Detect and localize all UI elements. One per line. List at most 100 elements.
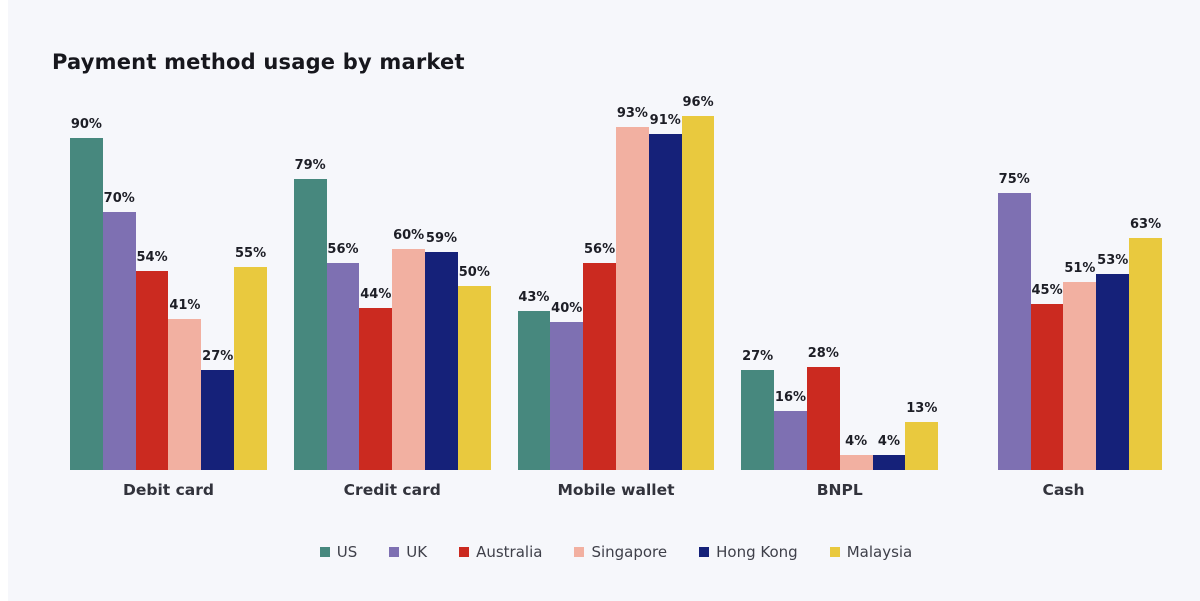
bar-australia-credit-card: 44% bbox=[359, 287, 393, 470]
category-label-cash: Cash bbox=[1042, 481, 1085, 499]
bar-value-label-singapore-cash: 51% bbox=[1064, 260, 1096, 276]
bar-value-label-australia-mobile-wallet: 56% bbox=[584, 242, 616, 258]
bar-slot-australia-cash: 45% bbox=[1030, 100, 1064, 470]
plot-area: 90% 70% 54% 41% 27% 55% Debit card 79% 56% 44% 60%… bbox=[70, 95, 1162, 499]
bar-value-label-australia-bnpl: 28% bbox=[807, 345, 839, 361]
bar-value-label-hong-kong-mobile-wallet: 91% bbox=[649, 113, 681, 129]
bar-slot-australia-mobile-wallet: 56% bbox=[583, 100, 616, 470]
bar-slot-uk-credit-card: 56% bbox=[326, 100, 360, 470]
bar-value-label-hong-kong-cash: 53% bbox=[1097, 253, 1129, 269]
legend-item-australia: Australia bbox=[459, 543, 542, 561]
bar-value-label-uk-bnpl: 16% bbox=[774, 389, 807, 405]
legend-item-uk: UK bbox=[389, 543, 427, 561]
bar-value-label-australia-credit-card: 44% bbox=[360, 286, 392, 302]
bar-slot-uk-debit-card: 70% bbox=[102, 100, 136, 470]
chart-title: Payment method usage by market bbox=[52, 50, 465, 75]
legend-swatch-uk bbox=[389, 547, 400, 557]
bar-uk-cash: 75% bbox=[997, 172, 1031, 470]
bar-slot-singapore-mobile-wallet: 93% bbox=[615, 100, 649, 470]
bar-slot-singapore-debit-card: 41% bbox=[168, 100, 202, 470]
bar-slot-malaysia-credit-card: 50% bbox=[457, 100, 491, 470]
bars-bnpl: 27% 16% 28% 4% 4% 13% bbox=[741, 100, 939, 470]
legend-swatch-australia bbox=[459, 547, 470, 557]
bars-cash: 75% 45% 51% 53% 63% bbox=[965, 100, 1162, 470]
bar-malaysia-bnpl: 13% bbox=[905, 401, 939, 470]
bar-uk-mobile-wallet: 40% bbox=[550, 301, 584, 470]
bar-hong-kong-debit-card: 27% bbox=[201, 349, 235, 470]
bar-slot-singapore-bnpl: 4% bbox=[839, 100, 873, 470]
bar-malaysia-mobile-wallet: 96% bbox=[681, 95, 715, 470]
bar-slot-us-bnpl: 27% bbox=[741, 100, 775, 470]
bar-us-bnpl: 27% bbox=[741, 349, 775, 470]
bar-slot-us-mobile-wallet: 43% bbox=[517, 100, 551, 470]
bar-value-label-malaysia-bnpl: 13% bbox=[906, 401, 938, 417]
bar-group-cash: 75% 45% 51% 53% 63% Cash bbox=[965, 100, 1162, 499]
bar-singapore-debit-card: 41% bbox=[168, 298, 202, 470]
legend-label-hong-kong: Hong Kong bbox=[716, 543, 798, 561]
legend-label-us: US bbox=[336, 543, 358, 561]
legend-swatch-us bbox=[319, 547, 330, 557]
legend-label-uk: UK bbox=[406, 543, 428, 561]
bar-group-credit-card: 79% 56% 44% 60% 59% 50% Credit card bbox=[293, 100, 491, 499]
bar-value-label-uk-debit-card: 70% bbox=[103, 190, 135, 206]
bar-slot-malaysia-mobile-wallet: 96% bbox=[681, 95, 715, 470]
bar-slot-us-debit-card: 90% bbox=[70, 100, 103, 470]
bar-uk-credit-card: 56% bbox=[326, 242, 360, 470]
bar-slot-uk-mobile-wallet: 40% bbox=[550, 100, 584, 470]
bar-value-label-hong-kong-bnpl: 4% bbox=[877, 434, 901, 450]
bar-slot-uk-cash: 75% bbox=[997, 100, 1031, 470]
bar-slot-singapore-credit-card: 60% bbox=[392, 100, 426, 470]
bar-hong-kong-cash: 53% bbox=[1096, 253, 1130, 470]
bar-slot-hong-kong-debit-card: 27% bbox=[201, 100, 235, 470]
bar-slot-hong-kong-cash: 53% bbox=[1096, 100, 1130, 470]
bar-value-label-hong-kong-debit-card: 27% bbox=[202, 349, 234, 365]
bar-malaysia-cash: 63% bbox=[1129, 217, 1162, 470]
bar-slot-malaysia-cash: 63% bbox=[1129, 100, 1162, 470]
bar-slot-singapore-cash: 51% bbox=[1063, 100, 1097, 470]
bar-slot-hong-kong-mobile-wallet: 91% bbox=[648, 100, 682, 470]
bar-malaysia-debit-card: 55% bbox=[234, 246, 267, 470]
bar-value-label-singapore-mobile-wallet: 93% bbox=[616, 105, 648, 121]
bar-slot-us-cash bbox=[965, 100, 998, 470]
bar-australia-cash: 45% bbox=[1030, 283, 1064, 470]
legend-swatch-hong-kong bbox=[699, 547, 710, 557]
bar-value-label-australia-cash: 45% bbox=[1031, 282, 1063, 298]
bar-value-label-us-bnpl: 27% bbox=[742, 349, 774, 365]
bar-value-label-malaysia-debit-card: 55% bbox=[234, 246, 267, 262]
bar-uk-debit-card: 70% bbox=[102, 191, 136, 470]
legend-swatch-malaysia bbox=[829, 547, 840, 557]
bar-us-mobile-wallet: 43% bbox=[517, 290, 551, 470]
bar-slot-australia-bnpl: 28% bbox=[806, 100, 840, 470]
bar-value-label-hong-kong-credit-card: 59% bbox=[425, 231, 458, 247]
bar-value-label-singapore-bnpl: 4% bbox=[845, 434, 868, 450]
bar-singapore-cash: 51% bbox=[1063, 261, 1097, 470]
legend-item-singapore: Singapore bbox=[574, 543, 667, 561]
bar-slot-malaysia-bnpl: 13% bbox=[905, 100, 939, 470]
legend-label-singapore: Singapore bbox=[591, 543, 668, 561]
bar-australia-debit-card: 54% bbox=[135, 250, 169, 470]
legend-label-malaysia: Malaysia bbox=[846, 543, 913, 561]
category-label-credit-card: Credit card bbox=[343, 481, 441, 499]
legend: US UK Australia Singapore Hong Kong Malaysia bbox=[70, 543, 1162, 561]
bar-australia-mobile-wallet: 56% bbox=[583, 242, 616, 470]
bar-slot-australia-credit-card: 44% bbox=[359, 100, 393, 470]
bar-singapore-credit-card: 60% bbox=[392, 228, 426, 470]
bar-malaysia-credit-card: 50% bbox=[457, 265, 491, 470]
bar-us-credit-card: 79% bbox=[293, 158, 327, 470]
window-edge-strip bbox=[0, 0, 8, 601]
bar-value-label-malaysia-mobile-wallet: 96% bbox=[682, 94, 714, 110]
bar-value-label-malaysia-cash: 63% bbox=[1129, 216, 1162, 232]
bar-singapore-bnpl: 4% bbox=[839, 434, 873, 470]
legend-label-australia: Australia bbox=[476, 543, 543, 561]
bar-value-label-uk-credit-card: 56% bbox=[327, 242, 359, 258]
bars-debit-card: 90% 70% 54% 41% 27% 55% bbox=[70, 100, 267, 470]
bar-value-label-australia-debit-card: 54% bbox=[136, 249, 168, 265]
bar-australia-bnpl: 28% bbox=[806, 346, 840, 470]
bar-slot-hong-kong-credit-card: 59% bbox=[425, 100, 458, 470]
bars-mobile-wallet: 43% 40% 56% 93% 91% 96% bbox=[517, 95, 715, 470]
bar-value-label-malaysia-credit-card: 50% bbox=[458, 264, 490, 280]
bar-value-label-singapore-debit-card: 41% bbox=[169, 297, 201, 313]
bar-hong-kong-credit-card: 59% bbox=[425, 231, 458, 470]
bar-singapore-mobile-wallet: 93% bbox=[615, 106, 649, 470]
